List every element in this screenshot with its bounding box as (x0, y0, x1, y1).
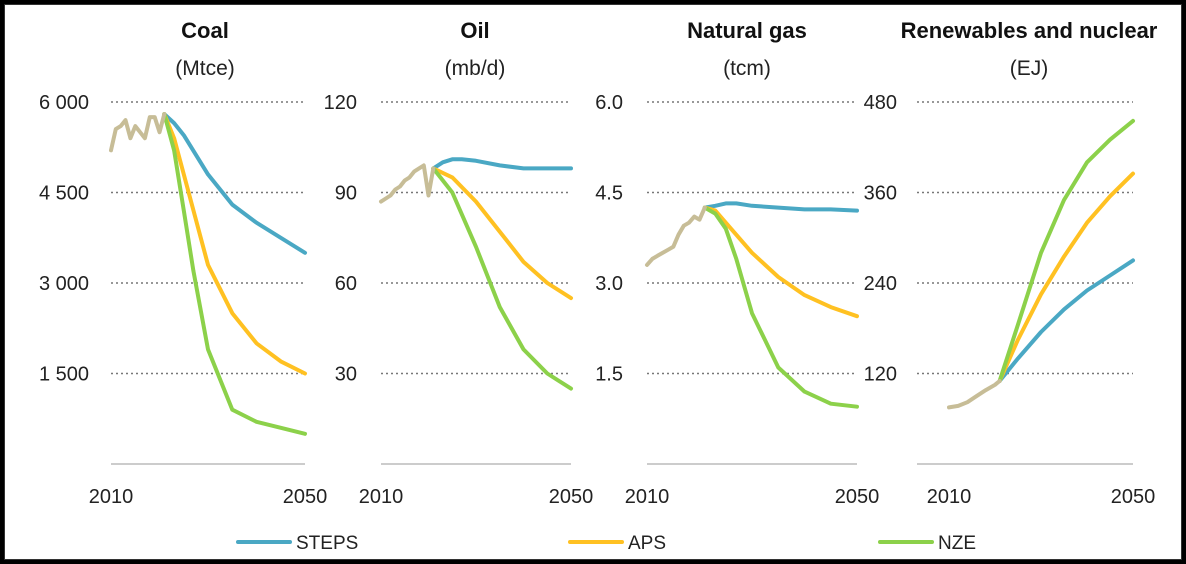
y-tick-label: 6 000 (39, 92, 89, 114)
y-tick-label: 240 (864, 273, 897, 295)
series-line-aps (431, 166, 573, 301)
history-line (109, 112, 167, 153)
x-tick-label: 2050 (549, 486, 594, 508)
series-line-nze (431, 166, 573, 391)
y-tick-label: 30 (335, 364, 357, 386)
series-line-aps (162, 112, 307, 376)
legend-label: STEPS (296, 533, 358, 554)
y-tick-label: 480 (864, 92, 897, 114)
panel-title: Renewables and nuclear (901, 18, 1158, 43)
series-line-nze (997, 118, 1135, 383)
x-tick-label: 2050 (1111, 486, 1156, 508)
series-line-aps (997, 171, 1135, 383)
legend-label: NZE (938, 533, 976, 554)
series-line-steps (162, 112, 307, 255)
y-tick-label: 120 (864, 364, 897, 386)
panel-unit: (Mtce) (175, 57, 235, 80)
series-line-steps (997, 258, 1135, 383)
y-tick-label: 60 (335, 273, 357, 295)
x-tick-label: 2050 (835, 486, 880, 508)
panel-unit: (tcm) (723, 57, 771, 80)
y-tick-label: 4 500 (39, 183, 89, 205)
chart-svg: Coal (Mtce) 1 500 3 000 4 500 6 000 2010 2050 Oi… (39, 18, 1158, 554)
x-tick-label: 2010 (359, 486, 404, 508)
panel-unit: (EJ) (1010, 57, 1049, 80)
series-line-steps (431, 157, 573, 171)
series-line-aps (702, 205, 859, 319)
y-tick-label: 90 (335, 183, 357, 205)
history-line (947, 379, 1002, 410)
panel-unit: (mb/d) (445, 57, 506, 80)
x-tick-label: 2010 (927, 486, 972, 508)
x-tick-label: 2010 (625, 486, 670, 508)
x-tick-label: 2010 (89, 486, 134, 508)
series-line-nze (162, 112, 307, 436)
panel-title: Natural gas (687, 18, 807, 43)
series-line-steps (702, 201, 859, 213)
y-tick-label: 4.5 (595, 183, 623, 205)
y-tick-label: 1 500 (39, 364, 89, 386)
y-tick-label: 1.5 (595, 364, 623, 386)
y-tick-label: 120 (324, 92, 357, 114)
legend-label: APS (628, 533, 666, 554)
panel-title: Coal (181, 18, 229, 43)
x-tick-label: 2050 (283, 486, 328, 508)
chart-frame: Coal (Mtce) 1 500 3 000 4 500 6 000 2010 2050 Oi… (4, 4, 1182, 560)
history-line (645, 205, 707, 267)
panel-title: Oil (460, 18, 489, 43)
y-tick-label: 3.0 (595, 273, 623, 295)
y-tick-label: 6.0 (595, 92, 623, 114)
y-tick-label: 360 (864, 183, 897, 205)
series-line-nze (702, 205, 859, 409)
history-line (379, 163, 436, 204)
y-tick-label: 3 000 (39, 273, 89, 295)
